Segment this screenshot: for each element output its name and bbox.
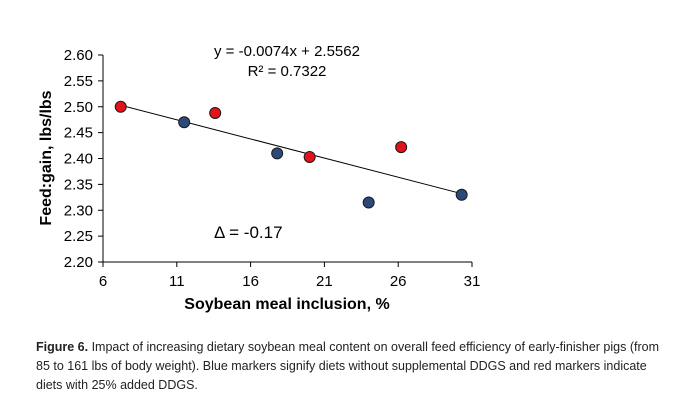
x-axis: 6 11 16 21 26 31: [99, 261, 481, 290]
delta-label: Δ = -0.17: [214, 223, 283, 242]
data-point: [178, 116, 191, 129]
figure-caption: Figure 6. Impact of increasing dietary s…: [36, 338, 666, 395]
x-tick-label: 31: [464, 273, 481, 290]
y-tick-label: 2.40: [64, 151, 93, 168]
figure-caption-text: Impact of increasing dietary soybean mea…: [36, 340, 659, 392]
x-axis-title: Soybean meal inclusion, %: [184, 296, 389, 313]
y-tick-label: 2.30: [64, 202, 93, 219]
x-tick-label: 6: [99, 273, 107, 290]
data-point: [303, 150, 316, 163]
y-tick-label: 2.45: [64, 125, 93, 142]
y-tick-label: 2.25: [64, 228, 93, 245]
equation-label: y = -0.0074x + 2.5562: [214, 43, 360, 60]
figure-label: Figure 6.: [36, 340, 89, 354]
x-tick-label: 26: [390, 273, 407, 290]
y-axis: 2.20 2.25 2.30 2.35 2.40 2.45 2.50 2.55 2.60: [64, 47, 104, 271]
data-point: [114, 100, 127, 113]
scatter-chart: 2.20 2.25 2.30 2.35 2.40 2.45 2.50 2.55 2.60 6 11…: [38, 43, 481, 313]
y-tick-label: 2.55: [64, 73, 93, 90]
data-point: [209, 106, 222, 119]
x-tick-label: 11: [169, 273, 185, 290]
y-axis-title: Feed:gain, lbs/lbs: [38, 90, 55, 225]
y-tick-label: 2.20: [64, 254, 93, 271]
x-tick-label: 21: [316, 273, 333, 290]
data-point: [455, 188, 468, 201]
data-point: [362, 196, 375, 209]
data-point: [271, 147, 284, 160]
r-squared-label: R² = 0.7322: [248, 63, 327, 80]
x-tick-label: 16: [242, 273, 259, 290]
trendline: [120, 104, 462, 195]
y-tick-label: 2.35: [64, 176, 93, 193]
data-point: [395, 141, 408, 154]
y-tick-label: 2.60: [64, 47, 93, 64]
y-tick-label: 2.50: [64, 99, 93, 116]
